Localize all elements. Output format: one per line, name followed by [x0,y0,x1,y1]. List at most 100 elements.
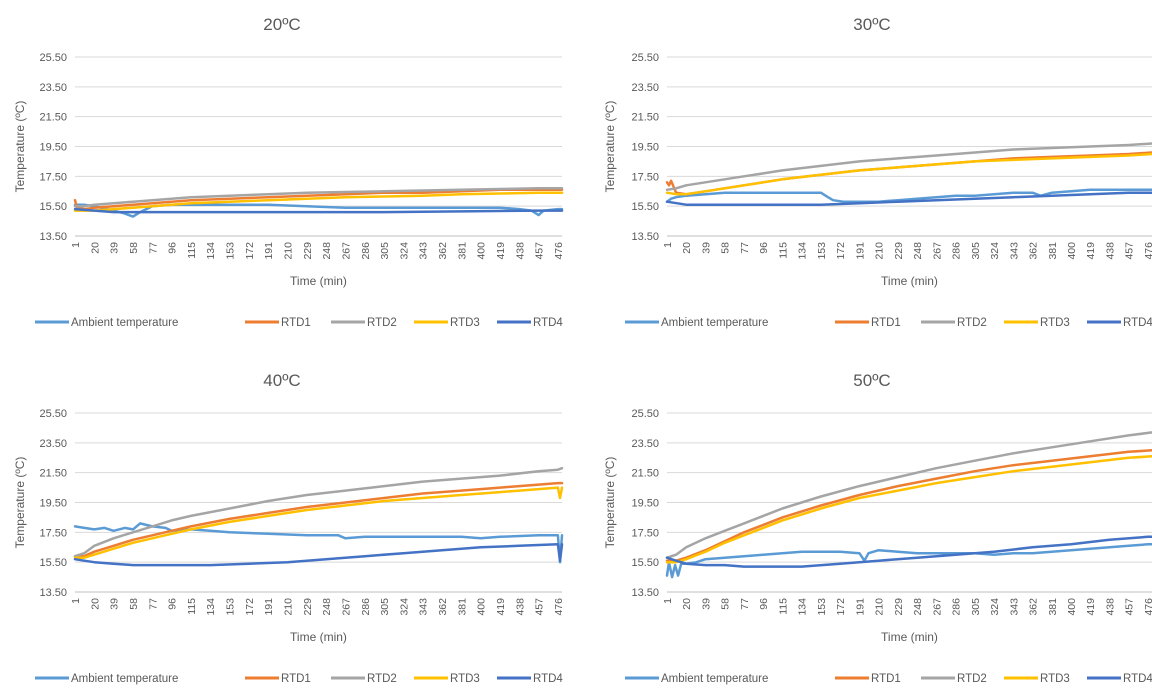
y-tick-label: 21.50 [631,468,659,480]
x-tick-label: 77 [739,598,751,610]
legend-label: Ambient temperature [71,673,178,685]
x-tick-label: 476 [553,242,565,260]
series-line-rtd1 [665,449,1152,562]
series-line-rtd4 [665,191,1152,206]
x-tick-label: 457 [534,598,546,616]
x-tick-label: 1 [70,242,82,248]
x-tick-label: 58 [128,242,140,254]
y-tick-label: 19.50 [631,142,659,154]
x-tick-label: 77 [147,242,159,254]
y-tick-label: 23.50 [39,82,67,94]
x-tick-label: 134 [205,242,217,260]
y-axis-title: Temperature (ºC) [13,101,27,193]
x-tick-label: 115 [777,598,789,615]
x-tick-label: 381 [456,242,468,260]
x-tick-label: 400 [1066,598,1078,616]
x-tick-label: 400 [476,598,488,616]
x-tick-label: 419 [495,598,507,616]
series-line-rtd4 [665,535,1152,568]
x-axis-title: Time (min) [290,274,347,288]
x-tick-label: 210 [874,598,886,616]
y-tick-label: 23.50 [631,438,659,450]
y-tick-label: 19.50 [39,498,67,510]
x-tick-label: 39 [700,598,712,610]
legend-label: RTD4 [533,317,563,329]
x-tick-label: 39 [700,242,712,254]
legend-label: RTD3 [450,317,480,329]
x-tick-label: 305 [970,242,982,260]
y-tick-label: 21.50 [39,112,67,124]
x-tick-label: 305 [970,598,982,616]
x-tick-label: 248 [912,598,924,616]
x-tick-label: 191 [854,242,866,260]
legend-label: RTD4 [1123,317,1152,329]
x-tick-label: 438 [1104,598,1116,616]
x-tick-label: 20 [681,598,693,610]
series-line-rtd3 [665,152,1152,196]
x-tick-label: 343 [418,242,430,260]
legend-label: RTD1 [871,317,901,329]
x-tick-label: 153 [225,242,237,260]
series-line-ambient-temperature [73,522,564,564]
x-tick-label: 115 [777,242,789,259]
x-tick-label: 362 [437,242,449,260]
x-tick-label: 419 [1085,598,1097,616]
y-tick-label: 15.50 [631,201,659,213]
x-tick-label: 343 [1008,598,1020,616]
legend-label: RTD3 [1040,317,1070,329]
x-axis-title: Time (min) [290,630,347,644]
x-tick-label: 343 [418,598,430,616]
y-tick-label: 17.50 [39,527,67,539]
x-tick-label: 96 [167,242,179,254]
legend-label: RTD1 [281,317,311,329]
y-axis-title: Temperature (ºC) [13,457,27,549]
x-tick-label: 305 [379,598,391,616]
x-tick-label: 267 [931,242,943,260]
x-tick-label: 191 [263,598,275,616]
legend-label: Ambient temperature [661,673,768,685]
x-tick-label: 229 [302,598,314,616]
x-tick-label: 77 [739,242,751,254]
x-tick-label: 362 [1028,242,1040,260]
x-tick-label: 438 [1104,242,1116,260]
x-tick-label: 96 [758,242,770,254]
legend-label: RTD2 [367,317,397,329]
series-line-rtd3 [73,486,564,559]
y-tick-label: 23.50 [39,438,67,450]
x-tick-label: 134 [205,598,217,616]
x-tick-label: 400 [476,242,488,260]
x-tick-label: 381 [1047,598,1059,616]
y-tick-label: 15.50 [39,557,67,569]
y-tick-label: 13.50 [631,587,659,599]
x-tick-label: 96 [167,598,179,610]
x-tick-label: 286 [951,242,963,260]
x-tick-label: 1 [662,242,674,248]
y-tick-label: 23.50 [631,82,659,94]
chart-panel-2: 30ºC25.5023.5021.5019.5017.5015.5013.501… [603,15,1152,329]
legend-label: RTD4 [533,673,563,685]
x-tick-label: 229 [893,598,905,616]
x-tick-label: 153 [225,598,237,616]
legend-label: RTD1 [281,673,311,685]
chart-title: 50ºC [853,371,890,390]
x-tick-label: 267 [340,242,352,260]
x-tick-label: 153 [816,242,828,260]
x-tick-label: 267 [340,598,352,616]
x-tick-label: 457 [1124,598,1136,616]
x-tick-label: 381 [1047,242,1059,260]
x-tick-label: 229 [302,242,314,260]
series-line-ambient-temperature [665,543,1152,579]
series-line-rtd2 [665,142,1152,192]
x-tick-label: 191 [854,598,866,616]
series-line-rtd4 [73,543,564,567]
series-line-rtd2 [665,431,1152,559]
chart-title: 40ºC [263,371,300,390]
y-tick-label: 15.50 [39,201,67,213]
series-line-rtd1 [73,188,564,211]
series-line-rtd2 [73,466,564,558]
y-tick-label: 21.50 [39,468,67,480]
x-tick-label: 438 [514,242,526,260]
x-tick-label: 305 [379,242,391,260]
x-tick-label: 210 [282,242,294,260]
